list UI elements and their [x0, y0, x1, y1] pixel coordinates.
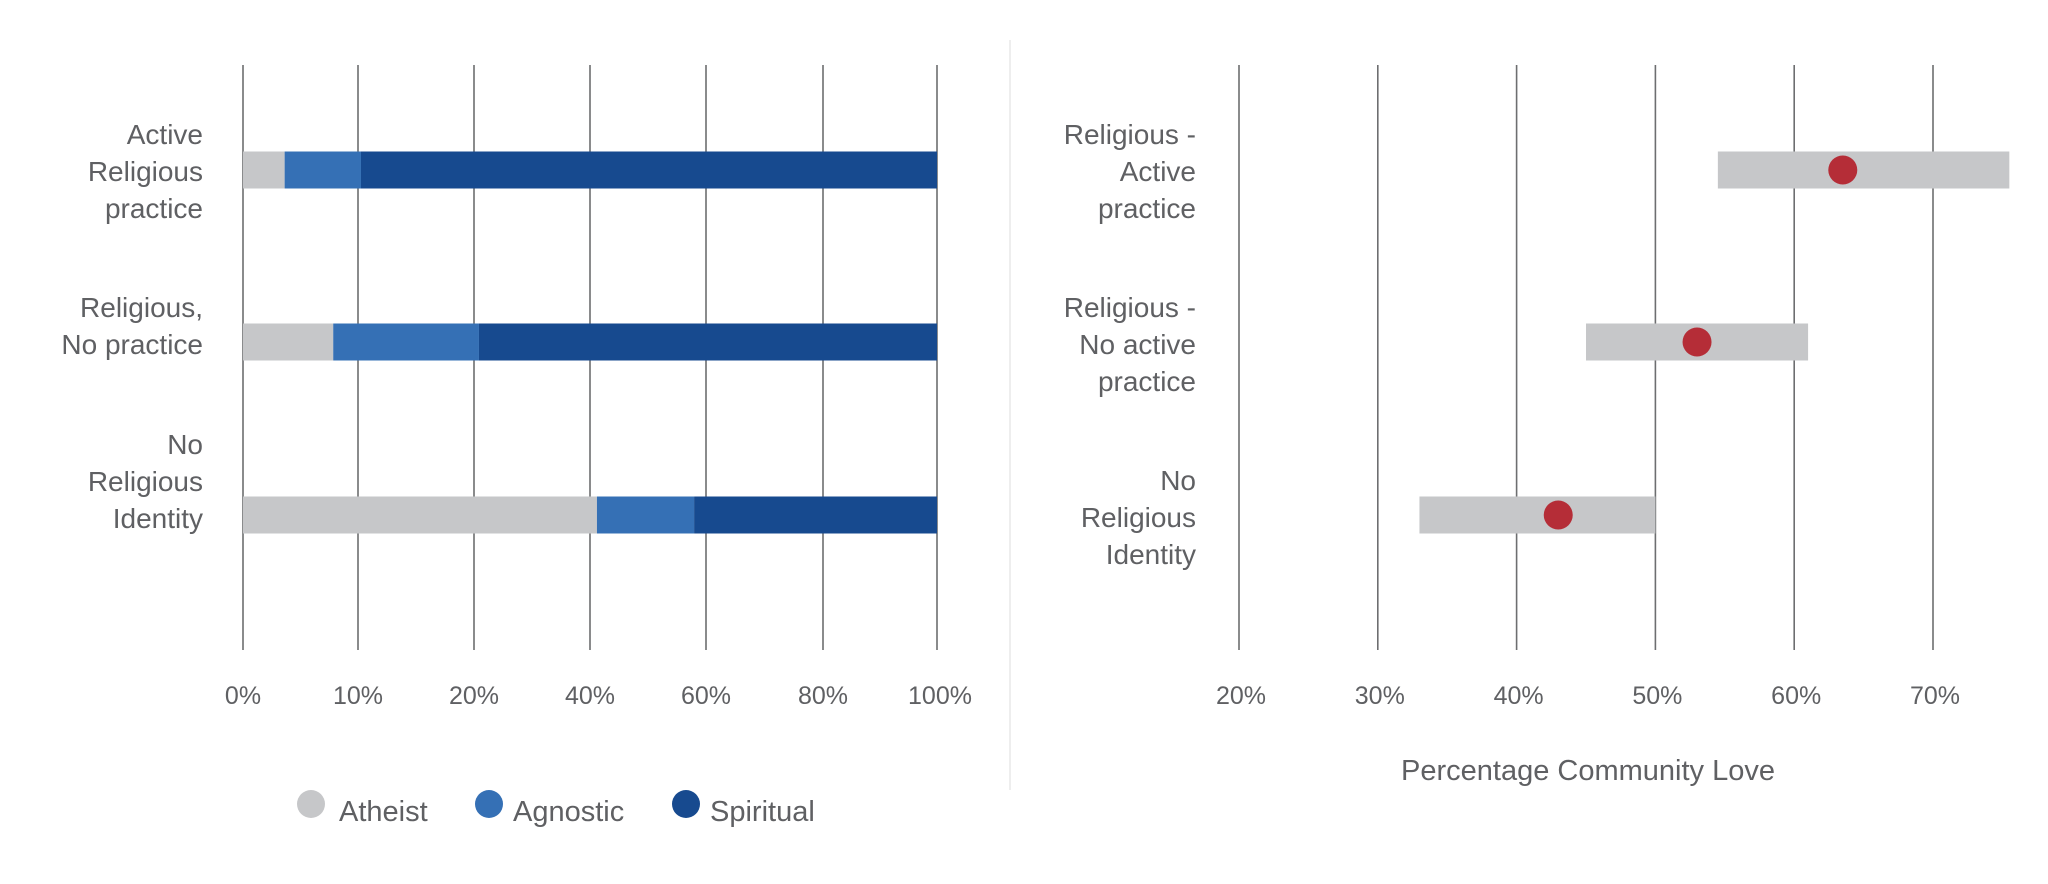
right-tick-label: 70% — [1910, 682, 1960, 710]
right-category-label: Active — [1120, 156, 1196, 187]
left-category-label: practice — [105, 193, 203, 224]
left-tick-label: 40% — [565, 682, 615, 710]
legend-label-spiritual: Spiritual — [710, 796, 815, 828]
range-bar — [1717, 151, 2010, 189]
left-category-label: Identity — [113, 503, 203, 534]
left-category-label: No — [167, 429, 203, 460]
left-chart: Active Religious practice Religious, No … — [61, 65, 972, 828]
bar-segment-spiritual — [478, 323, 937, 361]
left-category-label: Religious, — [80, 292, 203, 323]
legend-label-atheist: Atheist — [339, 796, 428, 828]
bar-segment-atheist — [243, 323, 334, 361]
right-tick-label: 30% — [1355, 682, 1405, 710]
right-tick-label: 40% — [1494, 682, 1544, 710]
right-category-label: Religious — [1081, 502, 1196, 533]
left-tick-label: 10% — [333, 682, 383, 710]
right-chart: Religious - Active practice Religious - … — [1064, 65, 2010, 787]
right-tick-label: 60% — [1771, 682, 1821, 710]
right-marks — [1419, 151, 2010, 534]
left-category-label: Active — [127, 119, 203, 150]
left-bars — [243, 151, 938, 534]
legend-swatch-spiritual — [672, 790, 700, 818]
legend-label-agnostic: Agnostic — [513, 796, 624, 828]
right-tick-label: 20% — [1216, 682, 1266, 710]
left-tick-labels: 0% 10% 20% 40% 60% 80% 100% — [225, 682, 972, 710]
value-dot — [1828, 155, 1858, 185]
left-tick-label: 0% — [225, 682, 261, 710]
left-category-labels: Active Religious practice Religious, No … — [61, 119, 203, 534]
right-tick-label: 50% — [1632, 682, 1682, 710]
bar-segment-spiritual — [360, 151, 938, 189]
right-category-label: No active — [1079, 329, 1196, 360]
left-category-label: Religious — [88, 466, 203, 497]
right-category-label: Religious - — [1064, 119, 1196, 150]
bar-segment-atheist — [243, 151, 285, 189]
legend-swatch-atheist — [297, 790, 325, 818]
left-tick-label: 80% — [798, 682, 848, 710]
bar-segment-atheist — [243, 496, 597, 534]
left-tick-label: 60% — [681, 682, 731, 710]
right-category-label: practice — [1098, 193, 1196, 224]
left-category-label: Religious — [88, 156, 203, 187]
right-category-label: practice — [1098, 366, 1196, 397]
right-category-label: Religious - — [1064, 292, 1196, 323]
right-tick-labels: 20% 30% 40% 50% 60% 70% — [1216, 682, 1960, 710]
bar-segment-agnostic — [284, 151, 361, 189]
left-category-label: No practice — [61, 329, 203, 360]
legend: Atheist Agnostic Spiritual — [297, 790, 815, 828]
right-category-label: Identity — [1106, 539, 1196, 570]
right-category-label: No — [1160, 465, 1196, 496]
right-category-labels: Religious - Active practice Religious - … — [1064, 119, 1196, 570]
bar-segment-agnostic — [333, 323, 479, 361]
left-tick-label: 100% — [908, 682, 972, 710]
range-bar — [1419, 496, 1656, 534]
bar-segment-spiritual — [694, 496, 937, 534]
legend-swatch-agnostic — [475, 790, 503, 818]
value-dot — [1543, 500, 1573, 530]
right-x-axis-title: Percentage Community Love — [1401, 755, 1775, 787]
bar-segment-agnostic — [596, 496, 695, 534]
left-tick-label: 20% — [449, 682, 499, 710]
value-dot — [1682, 327, 1712, 357]
